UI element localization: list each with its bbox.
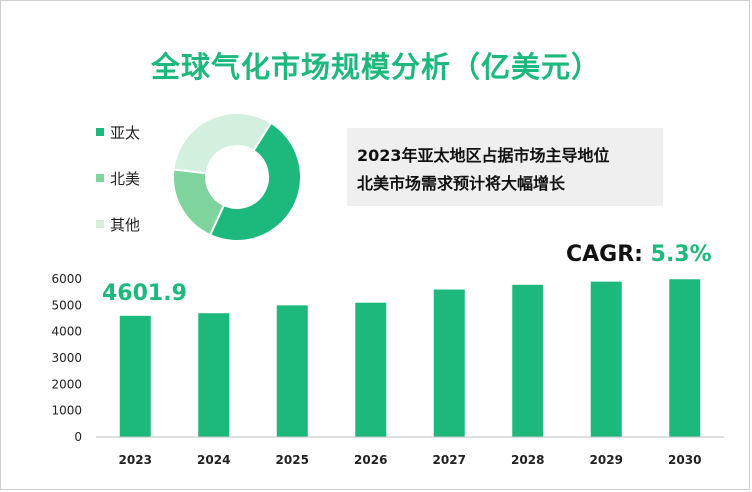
legend-item-apac: 亚太 (96, 122, 140, 142)
bar-2024 (198, 313, 230, 437)
x-tick-label: 2027 (433, 453, 466, 467)
first-bar-value-label: 4601.9 (102, 281, 187, 306)
x-axis: 2023 2024 2025 2026 2027 2028 2029 2030 (119, 453, 702, 467)
x-tick-label: 2024 (197, 453, 230, 467)
x-tick-label: 2029 (590, 453, 623, 467)
y-tick-label: 5000 (51, 298, 82, 312)
bar-2027 (433, 289, 465, 437)
cagr-annotation: CAGR: 5.3% (566, 242, 712, 267)
info-line-1: 2023年亚太地区占据市场主导地位 (357, 146, 610, 165)
y-tick-label: 4000 (51, 325, 82, 339)
y-axis: 0 1000 2000 3000 4000 5000 6000 (51, 272, 82, 444)
bar-2025 (276, 305, 308, 437)
x-tick-label: 2026 (354, 453, 387, 467)
y-tick-label: 1000 (51, 404, 82, 418)
info-line-2: 北美市场需求预计将大幅增长 (357, 174, 566, 193)
cagr-value: 5.3% (650, 242, 712, 267)
cagr-label: CAGR: (566, 242, 651, 267)
chart-title: 全球气化市场规模分析（亿美元） (150, 50, 601, 84)
bar-2023 (119, 315, 151, 437)
donut-slice-apac (208, 121, 302, 242)
bar-2028 (512, 284, 544, 437)
bar-2030 (669, 279, 701, 437)
legend-swatch-apac (96, 128, 104, 136)
x-tick-label: 2025 (276, 453, 309, 467)
donut-slice-other (172, 112, 273, 175)
legend-swatch-north-america (96, 174, 104, 182)
x-tick-label: 2030 (668, 453, 701, 467)
y-tick-label: 3000 (51, 351, 82, 365)
x-tick-label: 2023 (119, 453, 152, 467)
info-box: 2023年亚太地区占据市场主导地位 北美市场需求预计将大幅增长 (347, 128, 663, 206)
legend-item-other: 其他 (96, 214, 140, 234)
bar-2029 (590, 281, 622, 437)
legend-label-apac: 亚太 (110, 123, 141, 142)
legend-item-north-america: 北美 (96, 168, 140, 188)
x-tick-label: 2028 (511, 453, 544, 467)
y-tick-label: 0 (74, 430, 82, 444)
bar-2026 (355, 302, 387, 437)
donut-chart (172, 112, 302, 242)
donut-legend: 亚太 北美 其他 (96, 122, 140, 260)
legend-label-other: 其他 (110, 215, 141, 234)
legend-swatch-other (96, 220, 104, 228)
y-tick-label: 6000 (51, 272, 82, 286)
bar-series (119, 279, 701, 437)
y-tick-label: 2000 (51, 377, 82, 391)
legend-label-north-america: 北美 (110, 169, 141, 188)
